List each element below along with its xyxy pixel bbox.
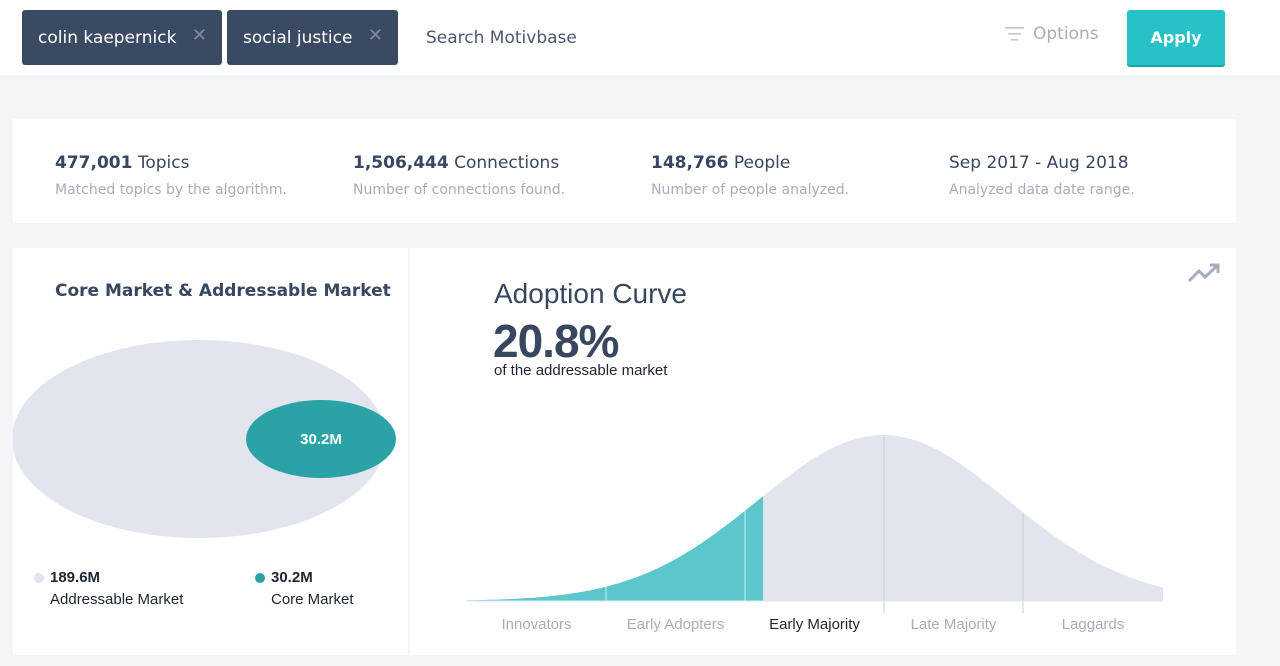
- legend-addressable-market: 189.6M Addressable Market: [34, 569, 184, 608]
- stat-description: Number of connections found.: [353, 182, 566, 198]
- search-tag[interactable]: colin kaepernick ✕: [22, 10, 222, 65]
- top-search-bar: colin kaepernick ✕ social justice ✕ Opti…: [0, 0, 1280, 75]
- stat-value: 148,766: [651, 153, 729, 173]
- segment-label[interactable]: Early Adopters: [626, 616, 725, 633]
- legend-value: 189.6M: [50, 569, 101, 586]
- apply-button[interactable]: Apply: [1127, 10, 1225, 65]
- legend-label: Addressable Market: [50, 591, 184, 608]
- adoption-percent-caption: of the addressable market: [494, 362, 668, 379]
- segment-label[interactable]: Late Majority: [910, 616, 997, 633]
- stat-value: 1,506,444: [353, 153, 449, 173]
- options-button[interactable]: Options: [1005, 24, 1099, 44]
- stat-connections: 1,506,444 Connections Number of connecti…: [353, 153, 565, 198]
- adoption-title: Adoption Curve: [494, 278, 688, 309]
- stat-date-range: Sep 2017 - Aug 2018 Analyzed data date r…: [949, 153, 1135, 198]
- remove-tag-icon[interactable]: ✕: [191, 25, 207, 46]
- options-label: Options: [1033, 24, 1099, 44]
- adoption-curve-chart: [467, 435, 1163, 613]
- legend-value: 30.2M: [271, 569, 313, 586]
- adoption-percent: 20.8%: [493, 315, 619, 367]
- adoption-curve-card: Adoption Curve 20.8% of the addressable …: [410, 248, 1236, 655]
- legend-dot: [34, 573, 44, 583]
- legend-core-market: 30.2M Core Market: [255, 569, 354, 608]
- stat-unit: Topics: [137, 153, 190, 173]
- core-market-ellipse-label: 30.2M: [300, 431, 342, 448]
- segment-label[interactable]: Laggards: [1061, 616, 1125, 633]
- filter-lines-icon: [1005, 27, 1024, 41]
- remove-tag-icon[interactable]: ✕: [367, 25, 383, 46]
- stat-date-value: Sep 2017 - Aug 2018: [949, 153, 1129, 173]
- stat-description: Analyzed data date range.: [949, 182, 1135, 198]
- search-tag-label: colin kaepernick: [38, 27, 177, 48]
- stat-description: Matched topics by the algorithm.: [55, 182, 288, 198]
- segment-label[interactable]: Early Majority: [769, 616, 860, 633]
- core-market-ellipse: [246, 400, 396, 478]
- search-tag[interactable]: social justice ✕: [227, 10, 398, 65]
- search-input[interactable]: [412, 18, 892, 58]
- market-size-card: Core Market & Addressable Market 30.2M 1…: [13, 248, 408, 655]
- stat-value: 477,001: [55, 153, 133, 173]
- market-ellipse-chart: 30.2M: [13, 340, 396, 538]
- curve-area: [467, 435, 1163, 601]
- stat-description: Number of people analyzed.: [651, 182, 850, 198]
- addressable-market-ellipse: [13, 340, 386, 538]
- trending-up-icon[interactable]: [1187, 262, 1221, 284]
- stat-unit: Connections: [454, 153, 560, 173]
- segment-label[interactable]: Innovators: [501, 616, 572, 633]
- legend-dot: [255, 573, 265, 583]
- stat-people: 148,766 People Number of people analyzed…: [651, 153, 849, 198]
- legend-label: Core Market: [271, 591, 354, 608]
- stat-unit: People: [733, 153, 791, 173]
- market-card-title: Core Market & Addressable Market: [55, 281, 391, 301]
- curve-highlight-area: [467, 496, 764, 601]
- summary-stats-card: 477,001 Topics Matched topics by the alg…: [13, 119, 1236, 223]
- search-tag-label: social justice: [243, 27, 353, 48]
- stat-topics: 477,001 Topics Matched topics by the alg…: [55, 153, 287, 198]
